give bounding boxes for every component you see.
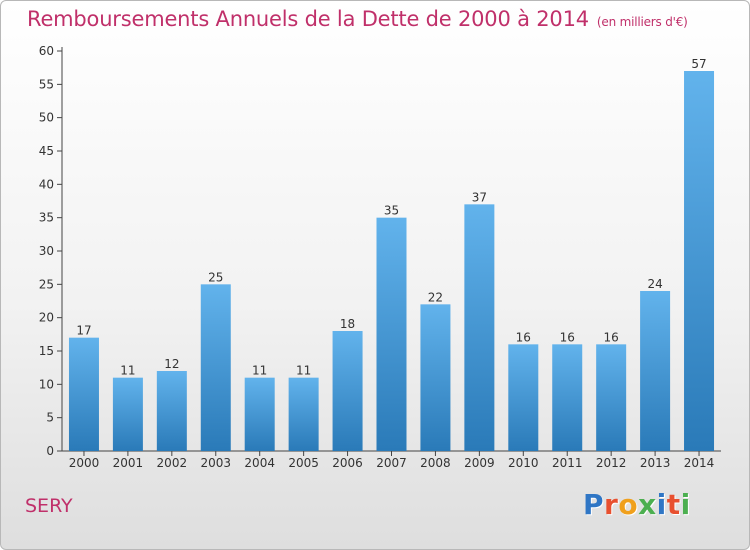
bar-value-label: 22 (428, 290, 443, 304)
bar-value-label: 16 (516, 330, 531, 344)
y-tick-label: 0 (46, 444, 54, 458)
unit-note: (en milliers d'€) (596, 15, 688, 29)
x-tick-label: 2007 (376, 456, 407, 470)
bar-value-label: 12 (164, 357, 179, 371)
bar (68, 337, 99, 451)
bar (508, 344, 539, 451)
logo-letter: P (583, 488, 605, 521)
x-tick-label: 2012 (596, 456, 627, 470)
x-tick-label: 2003 (200, 456, 231, 470)
x-tick-label: 2002 (157, 456, 188, 470)
bar (332, 331, 363, 451)
bar (156, 371, 187, 451)
bar-value-label: 24 (647, 277, 662, 291)
y-tick-label: 30 (39, 244, 54, 258)
y-tick-label: 50 (39, 111, 54, 125)
logo-letter: t (666, 488, 681, 521)
bar (112, 377, 143, 451)
y-tick-label: 15 (39, 344, 54, 358)
x-tick-label: 2008 (420, 456, 451, 470)
chart-title-text: Remboursements Annuels de la Dette de 20… (27, 7, 589, 31)
bar (684, 71, 715, 451)
logo-letter: o (618, 488, 639, 521)
bar (640, 291, 671, 451)
proxiti-logo: Proxiti (583, 488, 691, 521)
bar-value-label: 37 (472, 190, 487, 204)
x-tick-label: 2000 (69, 456, 100, 470)
commune-name: SERY (25, 495, 73, 517)
bar-value-label: 25 (208, 270, 223, 284)
x-tick-label: 2011 (552, 456, 583, 470)
bar-value-label: 11 (120, 364, 135, 378)
y-tick-label: 5 (46, 411, 54, 425)
bar (244, 377, 275, 451)
bar-value-label: 16 (604, 330, 619, 344)
chart-title: Remboursements Annuels de la Dette de 20… (27, 7, 688, 31)
bar-value-label: 11 (296, 364, 311, 378)
x-tick-label: 2014 (684, 456, 715, 470)
bar-value-label: 16 (560, 330, 575, 344)
y-tick-label: 25 (39, 277, 54, 291)
bar (200, 284, 231, 451)
x-tick-label: 2006 (332, 456, 363, 470)
bar (420, 304, 451, 451)
logo-letter: r (604, 488, 619, 521)
y-tick-label: 40 (39, 177, 54, 191)
logo-letter: x (638, 488, 657, 521)
x-tick-label: 2010 (508, 456, 539, 470)
x-tick-label: 2001 (113, 456, 144, 470)
bar-value-label: 11 (252, 364, 267, 378)
bar-value-label: 35 (384, 204, 399, 218)
y-tick-label: 45 (39, 144, 54, 158)
bar (464, 204, 495, 451)
y-tick-label: 10 (39, 377, 54, 391)
logo-letter: i (680, 488, 691, 521)
y-tick-label: 20 (39, 311, 54, 325)
bar-value-label: 18 (340, 317, 355, 331)
x-tick-label: 2009 (464, 456, 495, 470)
bar (596, 344, 627, 451)
y-tick-label: 60 (39, 44, 54, 58)
bar-value-label: 17 (76, 324, 91, 338)
y-tick-label: 35 (39, 211, 54, 225)
bar (288, 377, 319, 451)
x-tick-label: 2013 (640, 456, 671, 470)
bar (552, 344, 583, 451)
x-tick-label: 2005 (288, 456, 319, 470)
x-tick-label: 2004 (244, 456, 275, 470)
y-tick-label: 55 (39, 77, 54, 91)
bar-value-label: 57 (691, 57, 706, 71)
bar (376, 217, 407, 451)
logo-letter: i (656, 488, 667, 521)
